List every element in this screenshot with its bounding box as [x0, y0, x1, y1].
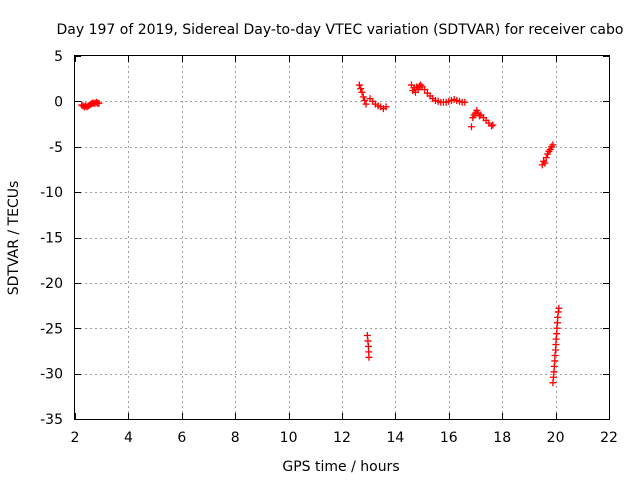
chart-title: Day 197 of 2019, Sidereal Day-to-day VTE…	[57, 22, 624, 38]
data-point	[355, 81, 363, 89]
plot-frame	[74, 55, 610, 420]
x-tick-label: 18	[493, 430, 511, 446]
x-tick-label: 12	[333, 430, 351, 446]
y-tick-label: -35	[40, 412, 63, 428]
data-point	[357, 85, 365, 93]
x-tick-label: 16	[440, 430, 458, 446]
data-point	[541, 159, 549, 167]
y-tick-label: -10	[40, 185, 63, 201]
x-tick-label: 6	[177, 430, 186, 446]
x-tick-label: 4	[124, 430, 133, 446]
data-point	[467, 123, 475, 131]
data-point	[414, 86, 422, 94]
x-tick-label: 14	[386, 430, 404, 446]
data-point	[549, 141, 557, 149]
y-tick-label: -25	[40, 321, 63, 337]
x-tick-label: 10	[280, 430, 298, 446]
y-tick-label: -30	[40, 367, 63, 383]
y-tick-label: -20	[40, 276, 63, 292]
x-tick-label: 22	[600, 430, 618, 446]
x-tick-labels: 2 4 6 8 10 12 14 16 18 20 22	[71, 430, 618, 446]
data-point	[359, 93, 367, 101]
y-tick-label: 0	[54, 94, 63, 110]
grid	[75, 56, 609, 419]
data-point	[382, 103, 390, 111]
y-tick-label: -5	[49, 140, 63, 156]
ticks	[75, 56, 610, 420]
data-point	[361, 96, 369, 104]
data-point	[489, 121, 497, 129]
data-point	[461, 98, 469, 106]
y-tick-label: -15	[40, 231, 63, 247]
x-tick-label: 8	[231, 430, 240, 446]
y-tick-labels: 5 0 -5 -10 -15 -20 -25 -30 -35	[40, 49, 63, 428]
data-point	[358, 88, 366, 96]
data-point	[362, 100, 370, 108]
data-point	[365, 353, 373, 361]
data-point	[476, 112, 484, 120]
data-point	[555, 304, 563, 312]
data-point	[421, 86, 429, 94]
x-tick-label: 20	[547, 430, 565, 446]
data-points	[78, 81, 563, 387]
x-axis-label: GPS time / hours	[282, 459, 399, 475]
data-point	[95, 99, 103, 107]
y-axis-label: SDTVAR / TECUs	[6, 181, 22, 296]
y-tick-label: 5	[54, 49, 63, 65]
x-tick-label: 2	[71, 430, 80, 446]
data-point	[542, 154, 550, 162]
data-point	[488, 122, 496, 130]
